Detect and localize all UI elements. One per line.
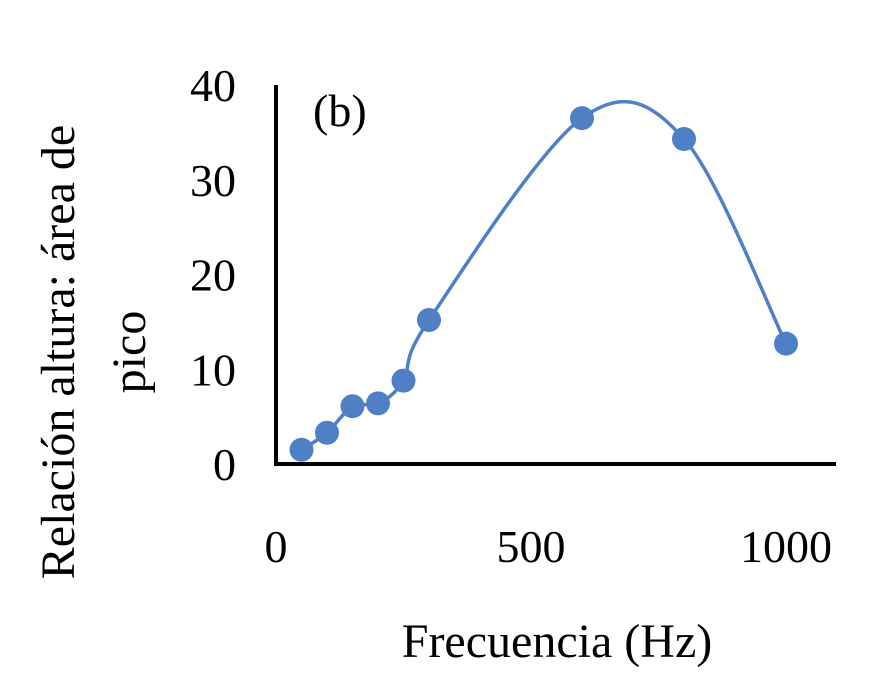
y-tick-label: 30: [190, 155, 236, 206]
data-point: [774, 331, 798, 356]
panel-label: (b): [313, 85, 367, 136]
data-point: [340, 394, 365, 419]
x-tick-labels: 0 500 1000: [265, 521, 833, 572]
data-point: [570, 106, 594, 131]
y-tick-labels: 0 10 20 30 40: [190, 60, 236, 490]
x-axis-title: Frecuencia (Hz): [402, 615, 712, 668]
data-point: [672, 127, 696, 152]
x-tick-label: 500: [497, 521, 566, 572]
data-point: [366, 391, 390, 416]
y-tick-label: 40: [190, 60, 236, 111]
axes: [274, 85, 836, 466]
y-tick-label: 20: [190, 250, 236, 301]
y-tick-label: 10: [190, 344, 236, 395]
x-tick-label: 1000: [740, 521, 832, 572]
y-axis-title-line2: pico: [103, 311, 156, 394]
data-point: [391, 368, 416, 393]
data-point: [315, 420, 339, 445]
data-points: [289, 106, 798, 462]
y-axis-title: Relación altura: área de pico: [32, 125, 156, 579]
y-axis-title-line1: Relación altura: área de: [32, 125, 85, 579]
data-point: [417, 307, 441, 332]
x-tick-label: 0: [265, 521, 288, 572]
y-tick-label: 0: [213, 439, 236, 490]
data-point: [289, 437, 314, 462]
